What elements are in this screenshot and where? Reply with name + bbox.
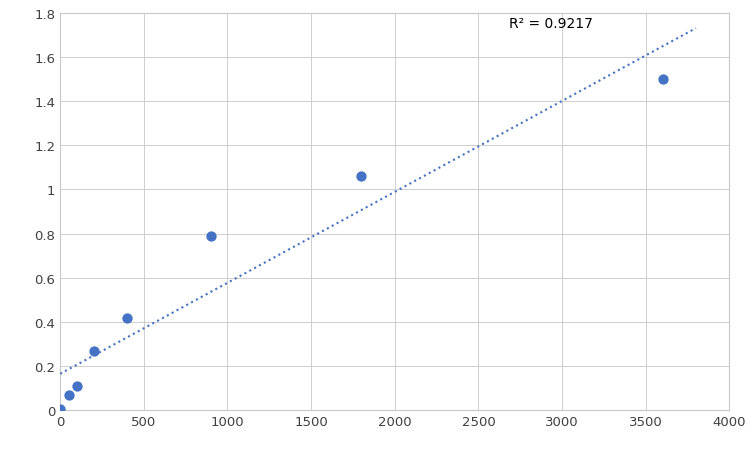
Text: R² = 0.9217: R² = 0.9217: [508, 17, 593, 31]
Point: [355, 173, 367, 180]
Point: [54, 406, 66, 413]
Point: [656, 76, 669, 83]
Point: [121, 314, 133, 322]
Point: [205, 233, 217, 240]
Point: [87, 347, 99, 354]
Point: [62, 391, 74, 399]
Point: [71, 382, 83, 390]
